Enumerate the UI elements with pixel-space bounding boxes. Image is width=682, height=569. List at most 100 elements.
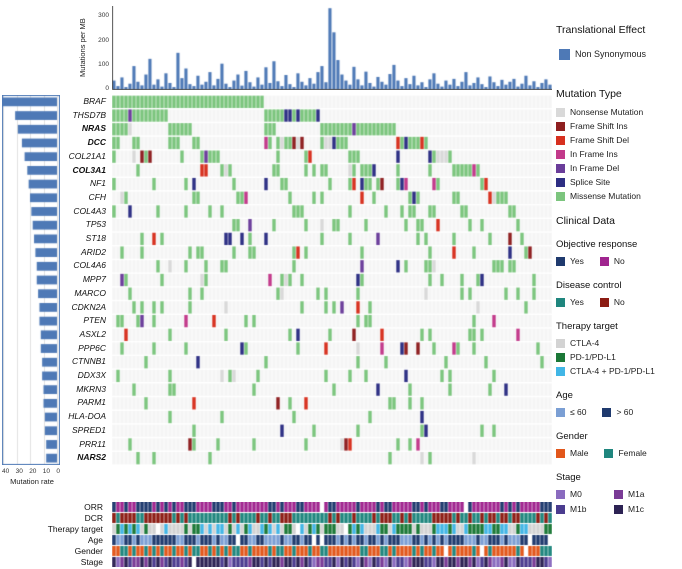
legend-group-title: Therapy target xyxy=(556,321,618,332)
legend-group-items: Yes No xyxy=(556,295,680,309)
gene-label: CDKN2A xyxy=(71,301,106,312)
legend-group-title: Age xyxy=(556,390,573,401)
clinical-annotation-tracks xyxy=(112,502,552,567)
legend-item: Male xyxy=(556,446,588,460)
legend-item-label: > 60 xyxy=(616,407,634,417)
legend-item: Female xyxy=(604,446,647,460)
gene-label: HLA-DOA xyxy=(68,411,106,422)
legend-item-label: Frame Shift Ins xyxy=(570,121,628,131)
mutation-type-swatch xyxy=(556,135,565,145)
legend-item: > 60 xyxy=(602,405,633,419)
legend-group-items: ≤ 60 > 60 xyxy=(556,405,680,419)
legend-item-label: Non Synonymous xyxy=(575,49,647,59)
gene-label: DCC xyxy=(87,137,106,148)
legend-item-mutation-type: In Frame Del xyxy=(556,161,680,175)
legend-item: Yes xyxy=(556,254,584,268)
clinical-data-legend-title: Clinical Data xyxy=(556,215,615,227)
gene-label: COL21A1 xyxy=(68,150,106,161)
legend-item-label: Female xyxy=(618,448,647,458)
gene-label: COL4A6 xyxy=(73,260,106,271)
legend-item-label: Yes xyxy=(570,297,584,307)
gene-label: ASXL2 xyxy=(79,328,106,339)
mutation-rate-bar-chart xyxy=(2,95,60,465)
legend-item-mutation-type: Splice Site xyxy=(556,175,680,189)
track-label: Age xyxy=(87,535,103,545)
legend-item: CTLA-4 + PD-1/PD-L1 xyxy=(556,364,680,378)
legend-swatch xyxy=(556,407,565,417)
gene-label: PRR11 xyxy=(79,438,106,449)
tmb-y-tick: 0 xyxy=(105,85,109,92)
mutation-type-legend-title: Mutation Type xyxy=(556,88,622,100)
mutation-type-swatch xyxy=(556,149,565,159)
legend-item-mutation-type: Missense Mutation xyxy=(556,189,680,203)
gene-label: PTEN xyxy=(83,315,106,326)
legend-item-mutation-type: In Frame Ins xyxy=(556,147,680,161)
legend-item: ≤ 60 xyxy=(556,405,586,419)
mutation-type-swatch xyxy=(556,121,565,131)
gene-label: DDX3X xyxy=(77,370,106,381)
gene-label: NARS2 xyxy=(77,452,106,463)
oncoprint-matrix xyxy=(112,95,552,465)
legend-item: PD-1/PD-L1 xyxy=(556,350,680,364)
legend-group-items: Yes No xyxy=(556,254,680,268)
legend-item-label: In Frame Del xyxy=(570,163,620,173)
mutation-type-swatch xyxy=(556,177,565,187)
tmb-y-tick: 300 xyxy=(98,12,109,19)
legend-item: No xyxy=(599,254,625,268)
gene-label: ST18 xyxy=(85,233,106,244)
legend-item-label: M1a xyxy=(628,489,645,499)
legend-swatch xyxy=(602,407,612,417)
track-label: Gender xyxy=(74,546,103,556)
gene-label-column: BRAF THSD7B NRAS DCC COL21A1 COL3A1 NF1 CFH COL4… xyxy=(56,95,110,465)
legend-item-label: Frame Shift Del xyxy=(570,135,630,145)
legend-item: M1c xyxy=(614,502,680,516)
gene-label: NRAS xyxy=(81,123,106,134)
legend-item-label: Male xyxy=(570,448,589,458)
gene-label: NF1 xyxy=(89,178,106,189)
gene-label: CFH xyxy=(88,191,106,202)
legend-swatch xyxy=(614,489,623,499)
legend-item-label: Missense Mutation xyxy=(570,191,641,201)
legend-swatch xyxy=(556,504,565,514)
legend-swatch xyxy=(556,256,565,266)
legend-swatch xyxy=(556,366,565,376)
legend-swatch xyxy=(604,448,614,458)
rate-x-tick: 40 xyxy=(2,468,10,475)
gene-label: MARCO xyxy=(74,287,106,298)
tmb-y-axis-label: Mutations per MB xyxy=(78,18,87,78)
gene-label: MKRN3 xyxy=(76,383,106,394)
legend-item-mutation-type: Frame Shift Ins xyxy=(556,119,680,133)
legend-item: No xyxy=(599,295,625,309)
track-label: DCR xyxy=(84,513,103,523)
gene-label: MPP7 xyxy=(82,274,106,285)
non-synonymous-swatch xyxy=(559,48,570,60)
gene-label: PARM1 xyxy=(77,397,106,408)
legend-item-label: Splice Site xyxy=(570,177,611,187)
legend-item-label: ≤ 60 xyxy=(570,407,587,417)
mutation-type-swatch xyxy=(556,107,565,117)
legend-swatch xyxy=(599,297,609,307)
legend-item: CTLA-4 xyxy=(556,336,680,350)
mutation-rate-axis: 40 30 20 10 0 xyxy=(2,468,60,475)
gene-label: COL4A3 xyxy=(73,205,106,216)
legend-group-title: Objective response xyxy=(556,239,638,250)
legend-item-mutation-type: Frame Shift Del xyxy=(556,133,680,147)
rate-x-tick: 10 xyxy=(42,468,51,475)
legend-item: M1b xyxy=(556,502,614,516)
legend-item-label: No xyxy=(613,297,625,307)
legend-swatch xyxy=(599,256,609,266)
gene-label: COL3A1 xyxy=(72,164,106,175)
tmb-y-tick: 200 xyxy=(98,37,109,44)
legend-swatch xyxy=(614,504,623,514)
legend-group-items: Male Female xyxy=(556,446,680,460)
gene-label: ARID2 xyxy=(80,246,106,257)
legend-item-label: Yes xyxy=(570,256,584,266)
translational-effect-legend-title: Translational Effect xyxy=(556,24,646,36)
legend-swatch xyxy=(556,489,565,499)
gene-label: CTNNB1 xyxy=(71,356,106,367)
legend-item-label: M1c xyxy=(628,504,645,514)
track-label: Stage xyxy=(80,557,103,567)
legend-group-items: M0 M1a M1b M1c xyxy=(556,487,680,516)
legend-item-label: PD-1/PD-L1 xyxy=(570,352,616,362)
